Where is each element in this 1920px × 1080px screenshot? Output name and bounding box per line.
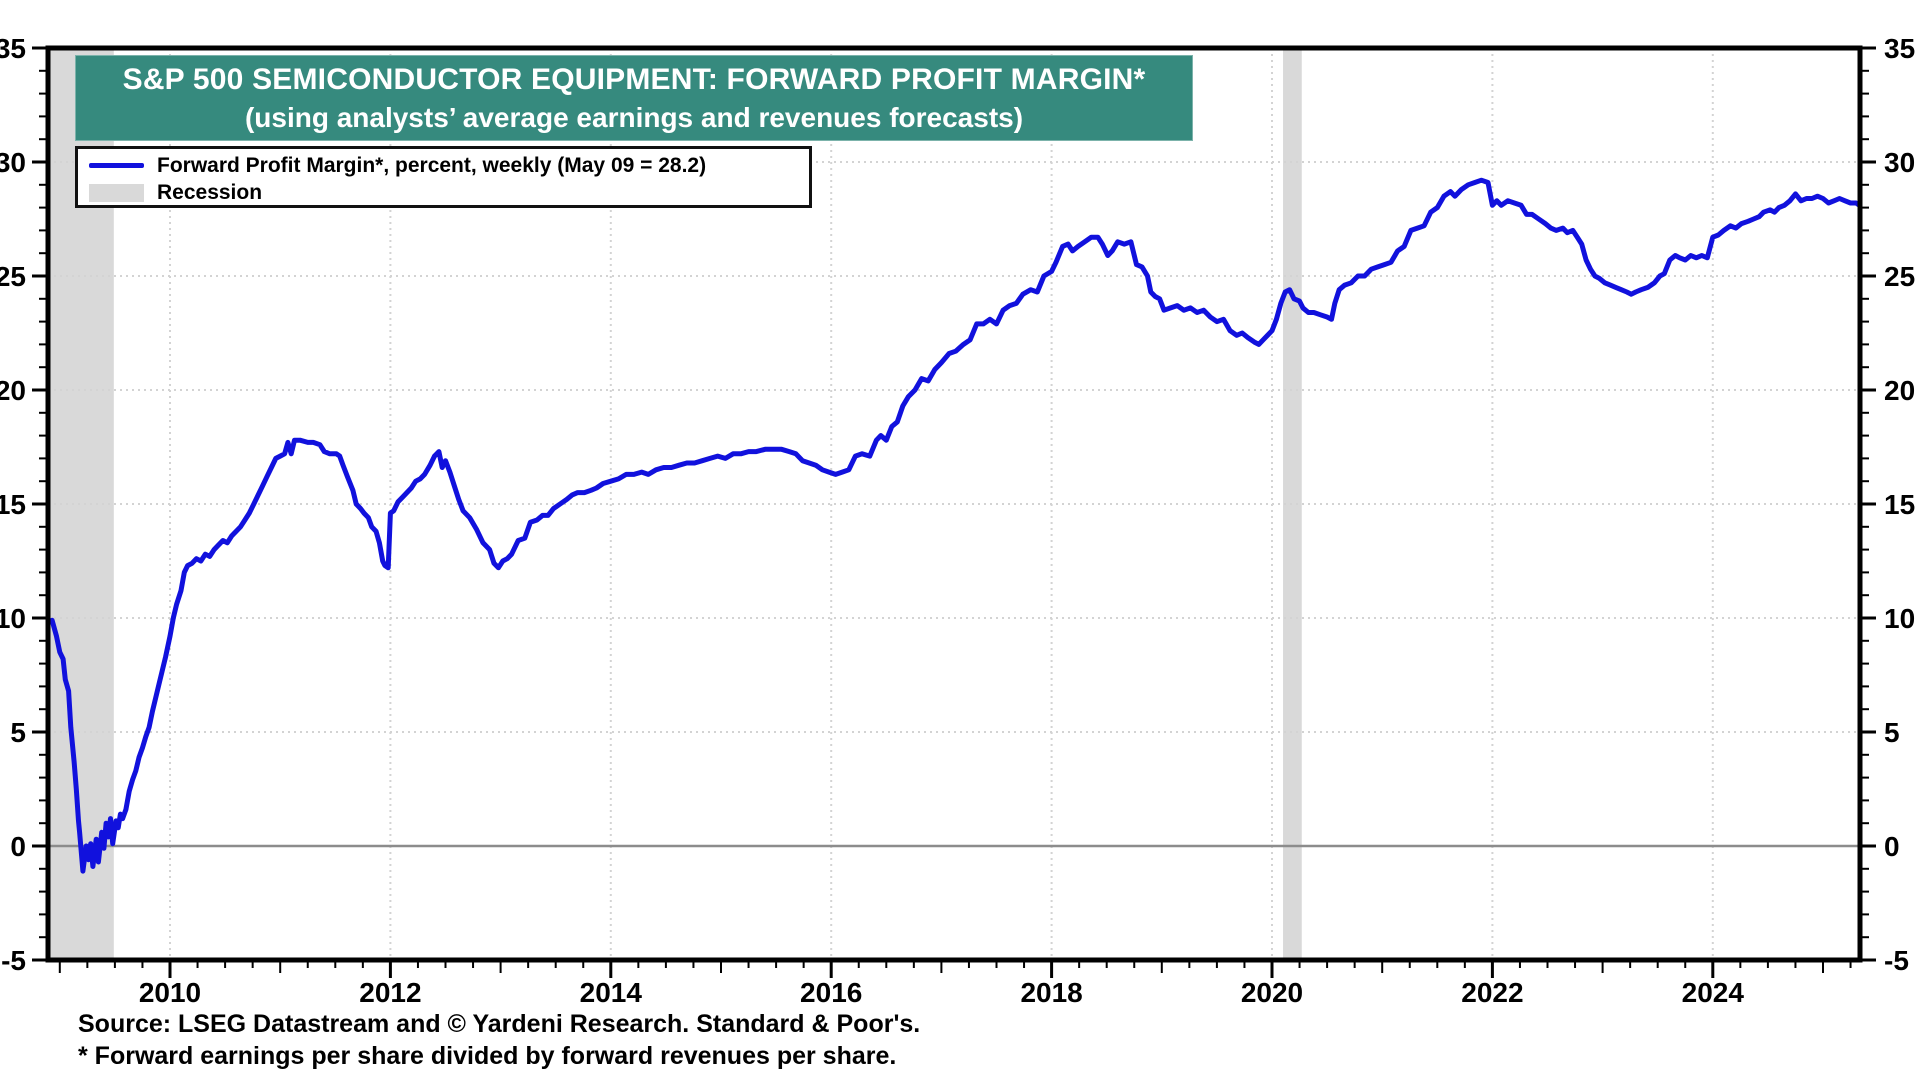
x-axis-label: 2010 [139,977,201,1008]
y-axis-label-left: 20 [0,375,26,406]
legend-item-recession: Recession [78,179,809,206]
legend-series-label: Forward Profit Margin*, percent, weekly … [157,153,707,177]
legend-item-forward-profit-margin: Forward Profit Margin*, percent, weekly … [78,152,809,179]
y-axis-label-right: 35 [1884,33,1915,64]
y-axis-label-left: 35 [0,33,26,64]
y-axis-label-left: 25 [0,261,26,292]
footnote-line: * Forward earnings per share divided by … [78,1042,897,1070]
y-axis-label-right: 30 [1884,147,1915,178]
legend-recession-label: Recession [157,180,263,204]
legend-line-swatch [89,163,144,168]
legend-recession-swatch [89,183,144,202]
y-axis-label-right: 0 [1884,831,1900,862]
x-axis-label: 2022 [1461,977,1523,1008]
y-axis-label-right: 15 [1884,489,1915,520]
chart-title: S&P 500 SEMICONDUCTOR EQUIPMENT: FORWARD… [122,63,1146,96]
source-note: Source: LSEG Datastream and © Yardeni Re… [78,1008,920,1072]
legend: Forward Profit Margin*, percent, weekly … [75,146,812,208]
x-axis-label: 2020 [1241,977,1303,1008]
x-axis-label: 2024 [1682,977,1745,1008]
source-line: Source: LSEG Datastream and © Yardeni Re… [78,1010,921,1038]
x-axis-label: 2016 [800,977,862,1008]
y-axis-label-left: 10 [0,603,26,634]
chart-title-banner: S&P 500 SEMICONDUCTOR EQUIPMENT: FORWARD… [75,55,1193,141]
y-axis-label-right: 25 [1884,261,1915,292]
y-axis: -5 -5 0 0 5 5 10 10 15 15 20 20 25 25 30 30 35 35 [0,33,1915,976]
profit-margin-line [49,177,1862,874]
y-axis-label-right: 10 [1884,603,1915,634]
x-axis-label: 2012 [359,977,421,1008]
y-axis-label-left: -5 [1,945,26,976]
y-axis-label-left: 0 [10,831,26,862]
y-axis-label-left: 15 [0,489,26,520]
x-axis: 2010 2012 2014 2016 2018 2020 2022 2024 [58,960,1852,1008]
x-axis-label: 2014 [580,977,643,1008]
y-axis-label-left: 30 [0,147,26,178]
chart-subtitle: (using analysts’ average earnings and re… [244,102,1024,133]
y-axis-label-left: 5 [10,717,26,748]
x-axis-label: 2018 [1020,977,1082,1008]
y-axis-label-right: -5 [1884,945,1909,976]
y-axis-label-right: 5 [1884,717,1900,748]
y-axis-label-right: 20 [1884,375,1915,406]
